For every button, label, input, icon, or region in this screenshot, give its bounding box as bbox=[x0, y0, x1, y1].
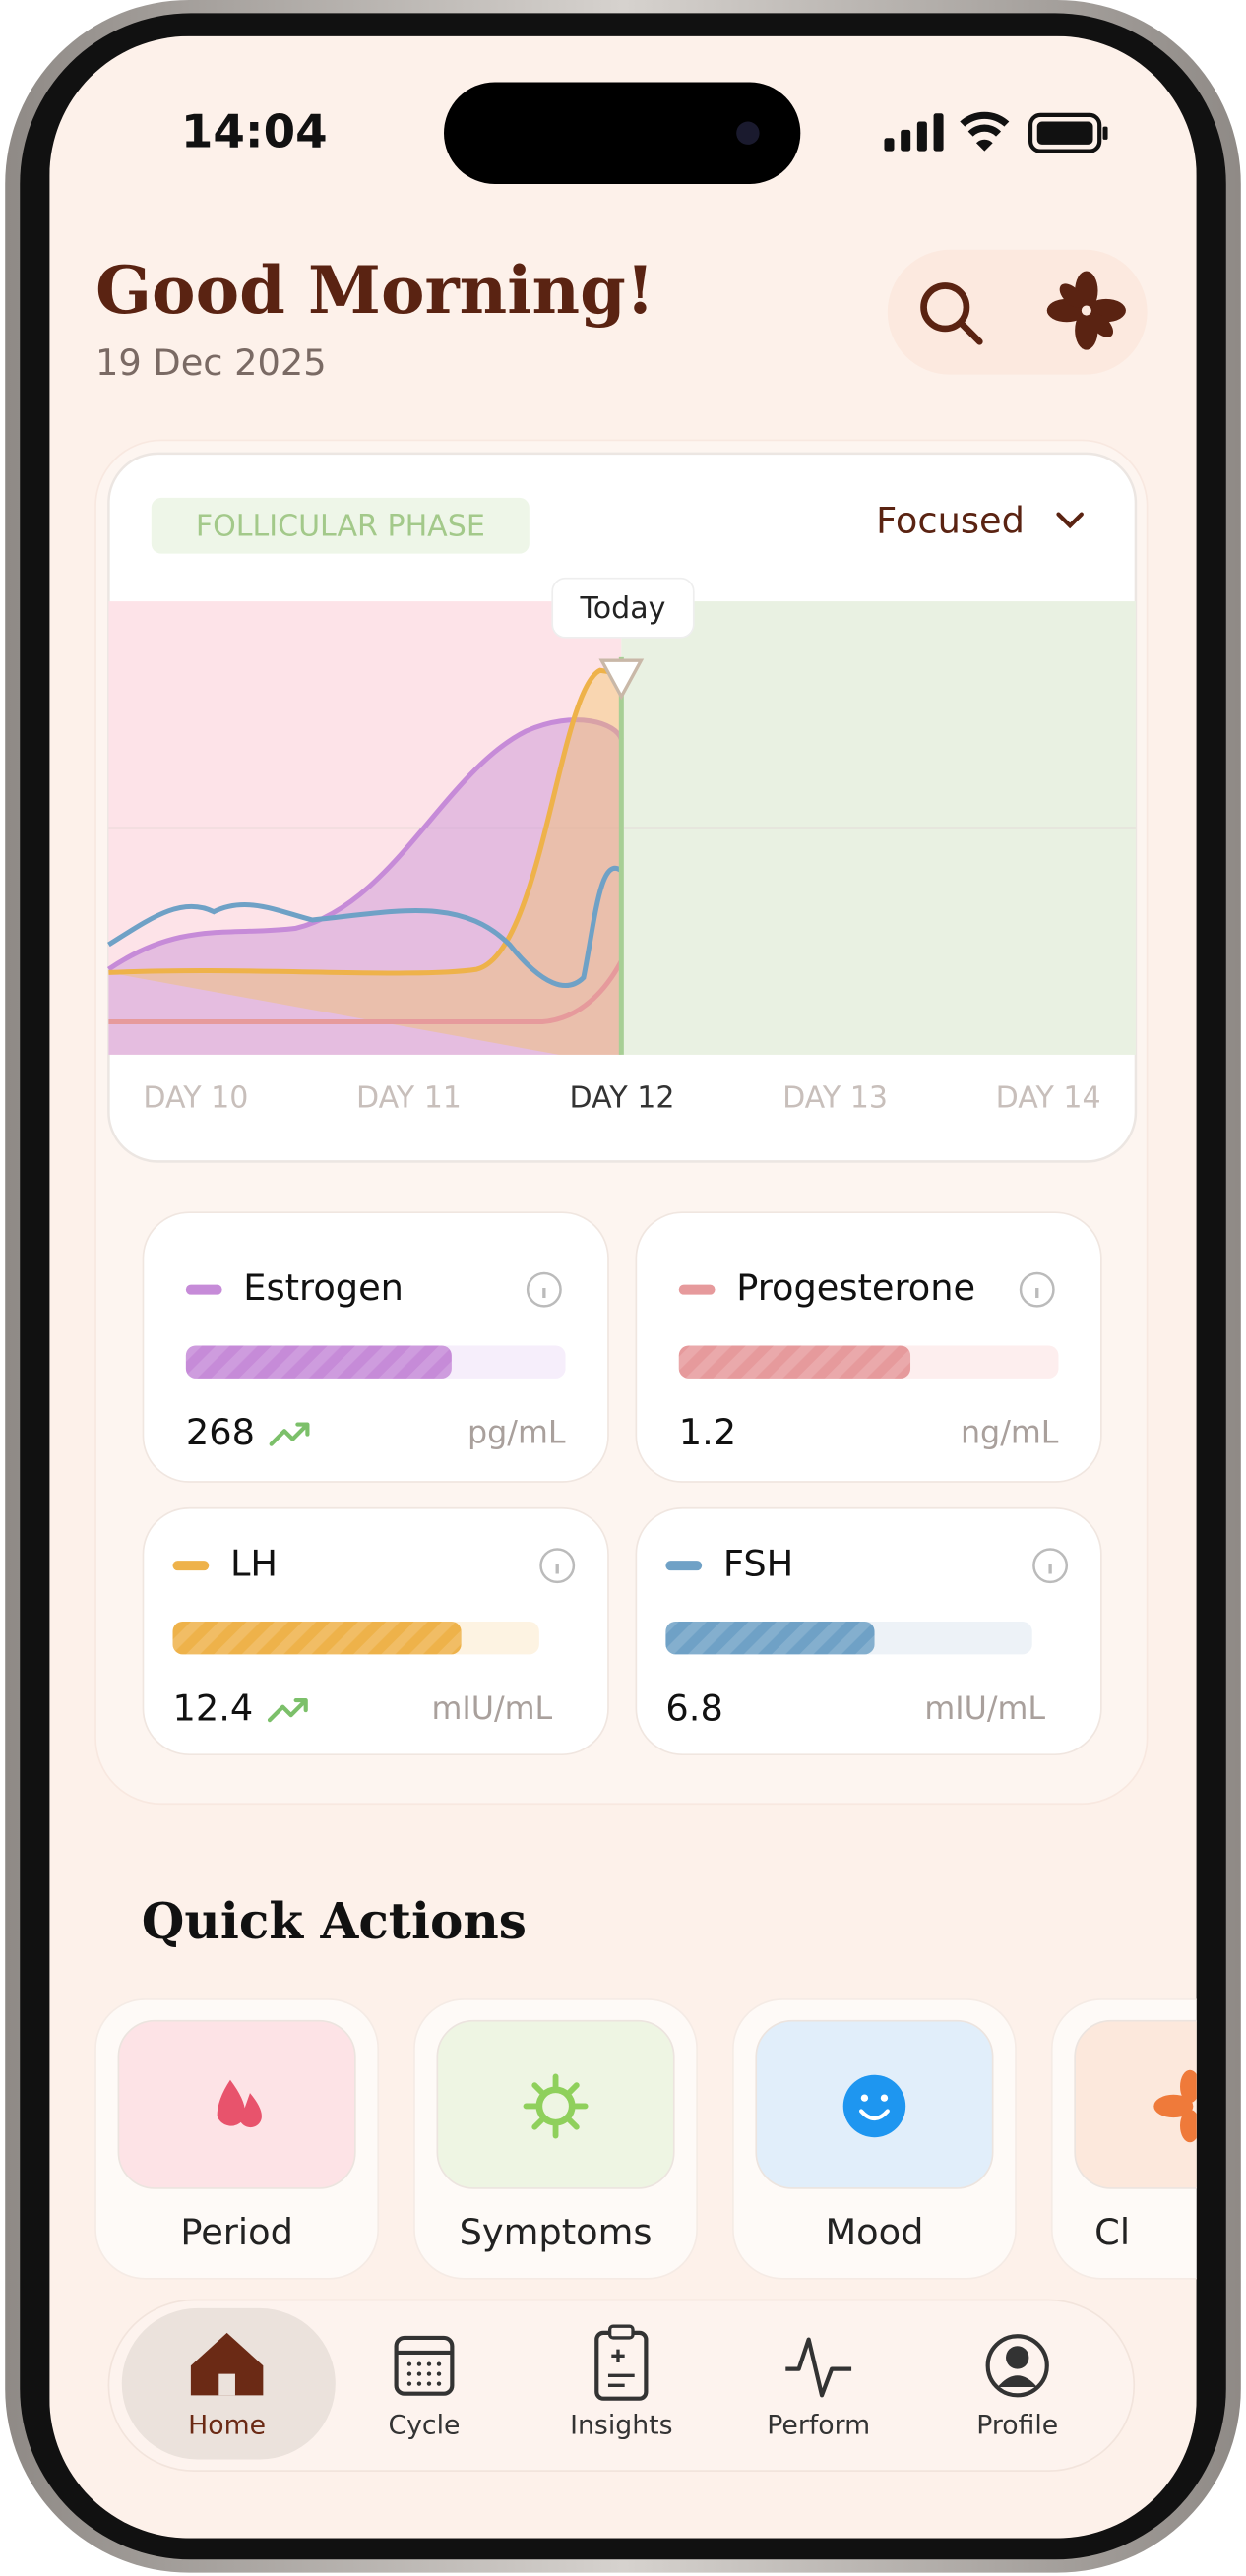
shoulders bbox=[997, 2375, 1037, 2387]
hormone-name: FSH bbox=[723, 1543, 793, 1585]
estrogen-curve bbox=[106, 717, 624, 972]
time: 14:04 bbox=[181, 105, 328, 158]
home-icon bbox=[190, 2332, 264, 2396]
clip bbox=[607, 2324, 635, 2340]
hormone-value: 12.4 bbox=[173, 1687, 254, 1730]
bar-stripes bbox=[185, 1345, 452, 1379]
action-label[interactable]: Cl bbox=[1094, 2211, 1130, 2253]
calendar-dot bbox=[406, 2371, 412, 2376]
nav-label[interactable]: Cycle bbox=[388, 2411, 460, 2441]
profile-icon bbox=[985, 2334, 1049, 2398]
trend-icon bbox=[267, 1697, 308, 1723]
calendar-dot bbox=[406, 2381, 412, 2386]
flower-icon bbox=[1153, 2094, 1194, 2118]
day-label: DAY 12 bbox=[570, 1080, 675, 1115]
hormone-unit: mIU/mL bbox=[924, 1691, 1045, 1727]
smile bbox=[859, 2109, 890, 2121]
info-icon[interactable] bbox=[1032, 1548, 1069, 1584]
action-label[interactable]: Mood bbox=[825, 2211, 923, 2253]
lines bbox=[607, 2349, 635, 2387]
hormone-name: Progesterone bbox=[736, 1266, 975, 1309]
lh-curve bbox=[108, 667, 622, 976]
nav-label[interactable]: Home bbox=[188, 2411, 266, 2441]
hormone-unit: pg/mL bbox=[467, 1416, 566, 1451]
info-icon[interactable] bbox=[526, 1271, 562, 1308]
calendar-dot bbox=[436, 2361, 442, 2366]
bar-stripes bbox=[678, 1345, 911, 1379]
calendar-dot bbox=[416, 2381, 422, 2386]
hormone-value: 1.2 bbox=[679, 1411, 736, 1453]
virus-spike bbox=[566, 2082, 580, 2096]
calendar-dot bbox=[426, 2371, 432, 2376]
calendar-dot bbox=[426, 2381, 432, 2386]
hormone-name: LH bbox=[230, 1543, 278, 1585]
legend-swatch bbox=[172, 1561, 210, 1571]
nav-label[interactable]: Profile bbox=[976, 2411, 1058, 2441]
mood-icon bbox=[842, 2074, 906, 2138]
head bbox=[1006, 2346, 1029, 2369]
section-title: Quick Actions bbox=[142, 1892, 527, 1950]
legend-swatch bbox=[678, 1284, 716, 1295]
search-button[interactable] bbox=[920, 282, 983, 345]
day-label: DAY 11 bbox=[356, 1080, 462, 1115]
legend-swatch bbox=[185, 1284, 222, 1295]
calendar-dot bbox=[416, 2361, 422, 2366]
phase-pill bbox=[151, 497, 530, 554]
calendar-dot bbox=[436, 2381, 442, 2386]
day-label: DAY 13 bbox=[782, 1080, 888, 1115]
virus-spike bbox=[531, 2082, 545, 2096]
flower-button[interactable] bbox=[1046, 271, 1126, 350]
hormone-name: Estrogen bbox=[243, 1266, 404, 1309]
phase: FOLLICULAR PHASE bbox=[196, 509, 485, 543]
action-label[interactable]: Period bbox=[180, 2211, 293, 2253]
nav-label[interactable]: Perform bbox=[767, 2411, 870, 2441]
action-tile bbox=[436, 2019, 675, 2189]
pulse-icon bbox=[785, 2337, 852, 2398]
eye bbox=[860, 2094, 869, 2102]
calendar-icon bbox=[394, 2335, 455, 2396]
today-marker bbox=[598, 658, 645, 701]
legend-swatch bbox=[665, 1561, 703, 1571]
greeting: Good Morning! bbox=[95, 251, 654, 329]
day-label: DAY 10 bbox=[143, 1080, 248, 1115]
day-label: DAY 14 bbox=[996, 1080, 1101, 1115]
eye bbox=[880, 2094, 889, 2102]
status-icons bbox=[884, 111, 1108, 153]
flower-icon bbox=[1180, 2109, 1197, 2143]
date: 19 Dec 2025 bbox=[95, 341, 327, 384]
virus-icon bbox=[535, 2086, 576, 2126]
mood-dropdown[interactable]: Focused bbox=[876, 499, 1025, 541]
door bbox=[218, 2373, 235, 2396]
virus-spike bbox=[566, 2116, 580, 2130]
calendar-dot bbox=[406, 2361, 412, 2366]
hormone-unit: mIU/mL bbox=[431, 1691, 552, 1727]
virus-spike bbox=[531, 2116, 545, 2130]
info-icon[interactable] bbox=[1019, 1271, 1055, 1308]
hormone-value: 268 bbox=[186, 1411, 255, 1453]
nav-label[interactable]: Insights bbox=[570, 2411, 672, 2441]
progesterone-curve bbox=[108, 959, 624, 1025]
today-tooltip bbox=[551, 577, 695, 639]
trend-icon bbox=[269, 1422, 310, 1446]
calendar-dot bbox=[416, 2371, 422, 2376]
dynamic-island bbox=[444, 82, 801, 184]
action-label[interactable]: Symptoms bbox=[460, 2211, 653, 2253]
flower-icon bbox=[1180, 2069, 1197, 2104]
hormone-value: 6.8 bbox=[665, 1687, 722, 1730]
fsh-curve bbox=[107, 865, 623, 988]
chevron bbox=[1056, 512, 1084, 529]
today-label: Today bbox=[580, 591, 666, 626]
hormone-unit: ng/mL bbox=[961, 1416, 1059, 1451]
calendar-dot bbox=[436, 2371, 442, 2376]
bar-stripes bbox=[172, 1621, 462, 1655]
info-icon[interactable] bbox=[539, 1548, 576, 1584]
calendar-dot bbox=[426, 2361, 432, 2366]
bar-stripes bbox=[665, 1621, 875, 1655]
camera bbox=[736, 121, 760, 145]
action-tile bbox=[1074, 2019, 1197, 2189]
drop-icon bbox=[217, 2079, 262, 2128]
